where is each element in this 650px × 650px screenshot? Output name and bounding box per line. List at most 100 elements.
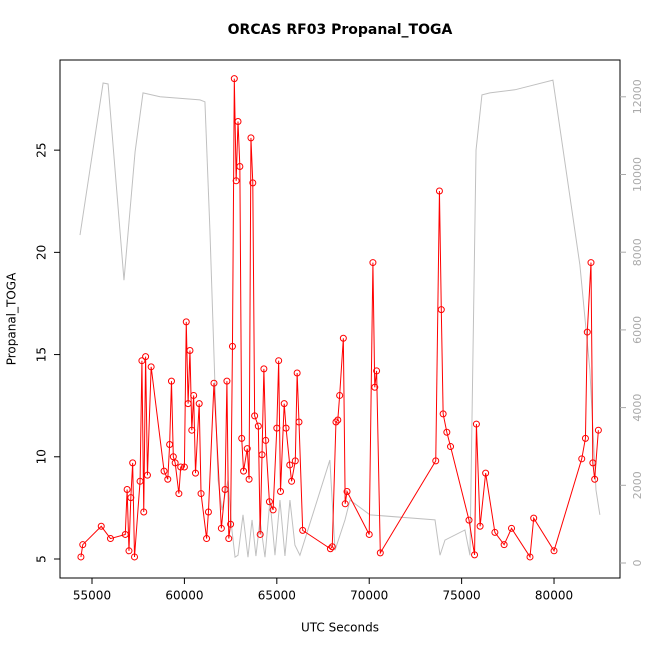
point	[591, 475, 599, 483]
point	[182, 318, 190, 326]
point	[550, 547, 558, 555]
point	[332, 418, 340, 426]
y2-tick-label: 10000	[631, 157, 644, 192]
point	[223, 377, 231, 385]
point	[251, 412, 259, 420]
point	[210, 379, 218, 387]
point	[234, 118, 242, 126]
point	[277, 488, 285, 496]
point	[121, 530, 129, 538]
point	[295, 418, 303, 426]
point	[127, 494, 135, 502]
point	[269, 506, 277, 514]
point	[228, 342, 236, 350]
point	[578, 455, 586, 463]
point	[471, 551, 479, 559]
point	[227, 520, 235, 528]
point	[169, 453, 177, 461]
x-tick-label: 80000	[535, 589, 573, 603]
point	[125, 547, 133, 555]
point	[123, 485, 131, 493]
point	[439, 410, 447, 418]
point	[265, 498, 273, 506]
point	[142, 353, 150, 361]
point	[286, 461, 294, 469]
y2-tick-label: 0	[631, 560, 644, 567]
point	[339, 334, 347, 342]
y-tick-label: 20	[35, 245, 49, 260]
point	[291, 457, 299, 465]
point	[160, 467, 168, 475]
point	[138, 357, 146, 365]
point	[79, 541, 87, 549]
point	[197, 490, 205, 498]
y-tick-label: 5	[35, 555, 49, 563]
series-line	[80, 78, 599, 559]
point	[225, 535, 233, 543]
point	[581, 434, 589, 442]
point	[587, 259, 595, 267]
point	[129, 459, 137, 467]
point	[530, 514, 538, 522]
y-tick-label: 10	[35, 449, 49, 464]
point	[482, 469, 490, 477]
x-tick-label: 60000	[165, 589, 203, 603]
point	[365, 530, 373, 538]
y2-tick-label: 4000	[631, 394, 644, 422]
point	[254, 422, 262, 430]
point	[180, 463, 188, 471]
point	[203, 535, 211, 543]
point	[260, 365, 268, 373]
point	[293, 369, 301, 377]
x-tick-label: 65000	[258, 589, 296, 603]
y-tick-label: 25	[35, 143, 49, 158]
point	[491, 528, 499, 536]
point	[472, 420, 480, 428]
y-axis-label: Propanal_TOGA	[5, 272, 19, 365]
point	[143, 471, 151, 479]
point	[328, 543, 336, 551]
point	[275, 357, 283, 365]
point	[232, 177, 240, 185]
point	[188, 426, 196, 434]
point	[476, 522, 484, 530]
point	[273, 424, 281, 432]
point	[256, 530, 264, 538]
point	[443, 428, 451, 436]
point	[334, 416, 342, 424]
point	[236, 163, 244, 171]
point	[217, 524, 225, 532]
point	[288, 477, 296, 485]
chart-title: ORCAS RF03 Propanal_TOGA	[228, 22, 453, 38]
point	[106, 535, 114, 543]
point	[326, 545, 334, 553]
point	[245, 475, 253, 483]
point	[299, 526, 307, 534]
point	[77, 553, 85, 561]
point	[186, 346, 194, 354]
point	[371, 383, 379, 391]
point	[131, 553, 139, 561]
x-tick-label: 55000	[73, 589, 111, 603]
point	[373, 367, 381, 375]
y2-tick-label: 6000	[631, 316, 644, 344]
point	[240, 467, 248, 475]
point	[465, 516, 473, 524]
point	[147, 363, 155, 371]
x-tick-label: 75000	[443, 589, 481, 603]
point	[140, 508, 148, 516]
point	[249, 179, 257, 187]
point	[262, 436, 270, 444]
point	[230, 75, 238, 83]
point	[508, 524, 516, 532]
x-tick-label: 70000	[350, 589, 388, 603]
point	[221, 485, 229, 493]
point	[167, 377, 175, 385]
point	[247, 134, 255, 142]
plot-frame	[59, 59, 621, 579]
point	[280, 400, 288, 408]
y2-tick-label: 8000	[631, 238, 644, 266]
point	[177, 463, 185, 471]
point	[175, 490, 183, 498]
